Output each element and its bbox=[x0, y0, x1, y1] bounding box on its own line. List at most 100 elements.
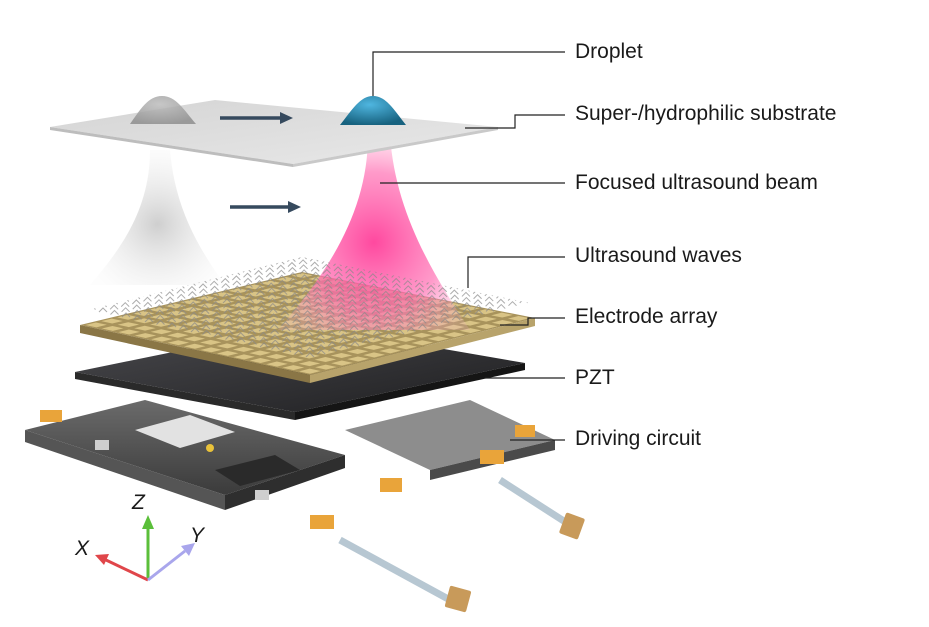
wave-chevron bbox=[473, 299, 483, 305]
wave-chevron bbox=[381, 285, 390, 291]
electrode-pad bbox=[378, 333, 400, 339]
wave-chevron bbox=[178, 309, 187, 315]
wave-chevron bbox=[132, 309, 142, 315]
electrode-pad bbox=[299, 368, 321, 374]
wave-chevron bbox=[336, 296, 346, 302]
wave-chevron bbox=[304, 336, 314, 342]
wave-chevron bbox=[335, 286, 345, 292]
wave-chevron bbox=[121, 307, 130, 313]
electrode-pad bbox=[475, 324, 498, 329]
wave-chevron bbox=[224, 319, 233, 325]
wave-chevron bbox=[243, 277, 253, 283]
electrode-pad bbox=[394, 336, 417, 342]
electrode-pad bbox=[379, 348, 401, 354]
wave-chevron bbox=[314, 312, 324, 318]
wave-chevron bbox=[338, 327, 348, 333]
wave-chevron bbox=[417, 308, 426, 314]
wave-chevron bbox=[311, 276, 321, 282]
wave-chevron bbox=[211, 301, 221, 307]
wave-chevron bbox=[224, 329, 234, 335]
wave-chevron bbox=[288, 266, 297, 272]
wave-chevron bbox=[327, 330, 336, 336]
wave-chevron bbox=[246, 308, 255, 314]
wave-chevron bbox=[234, 305, 244, 311]
wave-chevron bbox=[289, 282, 299, 288]
electrode-pad bbox=[266, 361, 288, 367]
electrode-pad bbox=[315, 364, 337, 370]
wave-chevron bbox=[267, 292, 277, 298]
wave-chevron bbox=[154, 299, 164, 305]
wave-chevron bbox=[154, 293, 163, 300]
electrode-pad bbox=[261, 295, 283, 300]
wave-chevron bbox=[337, 312, 347, 318]
wave-chevron bbox=[530, 295, 535, 301]
wave-chevron bbox=[199, 288, 208, 294]
wave-chevron bbox=[404, 295, 414, 301]
wave-chevron bbox=[439, 297, 448, 303]
wave-chevron bbox=[131, 299, 141, 305]
electrode-pad bbox=[362, 337, 384, 343]
wave-chevron bbox=[210, 285, 219, 291]
electrode-pad bbox=[133, 318, 156, 324]
electrode-pad bbox=[133, 311, 155, 316]
label-circuit: Driving circuit bbox=[575, 427, 702, 450]
wave-chevron bbox=[316, 333, 325, 339]
wave-chevron bbox=[178, 319, 188, 325]
electrode-pad bbox=[231, 324, 253, 330]
electrode-pad bbox=[265, 353, 288, 360]
electrode-pad bbox=[249, 357, 272, 364]
wave-chevron bbox=[338, 333, 348, 339]
wave-chevron bbox=[258, 326, 268, 332]
electrode-pad bbox=[165, 318, 188, 323]
wave-chevron bbox=[270, 328, 279, 334]
electrode-pad bbox=[395, 344, 418, 350]
wave-chevron bbox=[223, 303, 232, 309]
wave-chevron bbox=[165, 291, 175, 297]
electrode-pad bbox=[297, 338, 319, 344]
wave-chevron bbox=[179, 324, 188, 330]
electrode-pad bbox=[281, 342, 303, 348]
wave-chevron bbox=[348, 309, 358, 315]
wave-chevron bbox=[370, 293, 380, 299]
electrode-pad bbox=[313, 342, 336, 347]
wave-chevron bbox=[394, 318, 404, 325]
electrode-pad bbox=[182, 328, 205, 334]
electrode-pad bbox=[212, 292, 234, 297]
electrode-pad bbox=[263, 324, 286, 330]
wave-chevron bbox=[417, 313, 427, 319]
wave-chevron bbox=[349, 314, 358, 320]
wave-chevron bbox=[133, 314, 142, 320]
wave-chevron bbox=[347, 288, 356, 294]
wave-chevron bbox=[368, 278, 378, 284]
wave-chevron bbox=[232, 280, 242, 286]
wave-chevron bbox=[294, 349, 303, 355]
wave-chevron bbox=[439, 302, 449, 308]
wave-chevron bbox=[358, 286, 367, 292]
wave-chevron bbox=[166, 301, 175, 307]
wave-chevron bbox=[153, 288, 163, 294]
label-electrode: Electrode array bbox=[575, 305, 718, 328]
wave-chevron bbox=[361, 338, 371, 344]
wave-chevron bbox=[202, 329, 211, 335]
wave-chevron bbox=[256, 295, 266, 301]
wave-chevron bbox=[167, 322, 177, 328]
wave-chevron bbox=[247, 334, 257, 340]
electrode-pad bbox=[264, 339, 287, 344]
wave-chevron bbox=[212, 316, 222, 322]
wave-chevron bbox=[427, 294, 437, 301]
wave-chevron bbox=[257, 305, 267, 311]
leader-lines bbox=[372, 51, 565, 441]
wave-chevron bbox=[235, 316, 245, 322]
wave-chevron bbox=[98, 307, 108, 313]
wave-chevron bbox=[394, 313, 404, 319]
wave-chevron bbox=[265, 267, 275, 273]
wave-chevron bbox=[485, 301, 494, 307]
wave-chevron bbox=[109, 304, 119, 310]
wave-chevron bbox=[282, 341, 292, 348]
wave-chevron bbox=[348, 304, 358, 310]
wave-chevron bbox=[270, 334, 280, 340]
wave-chevron bbox=[86, 299, 96, 305]
electrode-pad bbox=[199, 332, 221, 338]
wave-chevron bbox=[298, 257, 307, 260]
